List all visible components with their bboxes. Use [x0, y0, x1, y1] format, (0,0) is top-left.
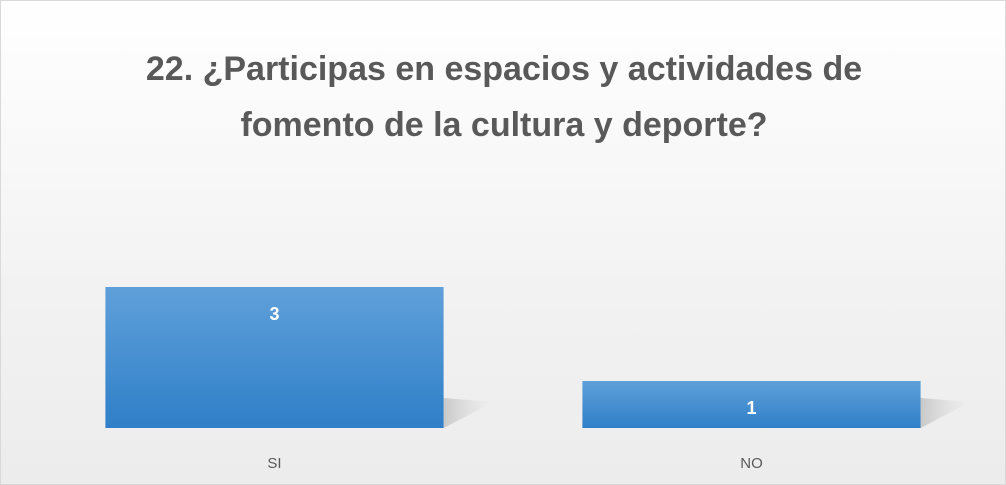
x-tick-label: NO	[740, 455, 763, 472]
bar	[105, 287, 444, 428]
chart-title: 22. ¿Participas en espacios y actividade…	[145, 50, 863, 144]
data-label: 1	[746, 398, 756, 418]
bar	[582, 381, 921, 428]
x-tick-label: SI	[267, 455, 281, 472]
bar-shadow	[443, 398, 494, 428]
data-label: 3	[269, 304, 279, 324]
bar-shadow	[920, 398, 971, 428]
